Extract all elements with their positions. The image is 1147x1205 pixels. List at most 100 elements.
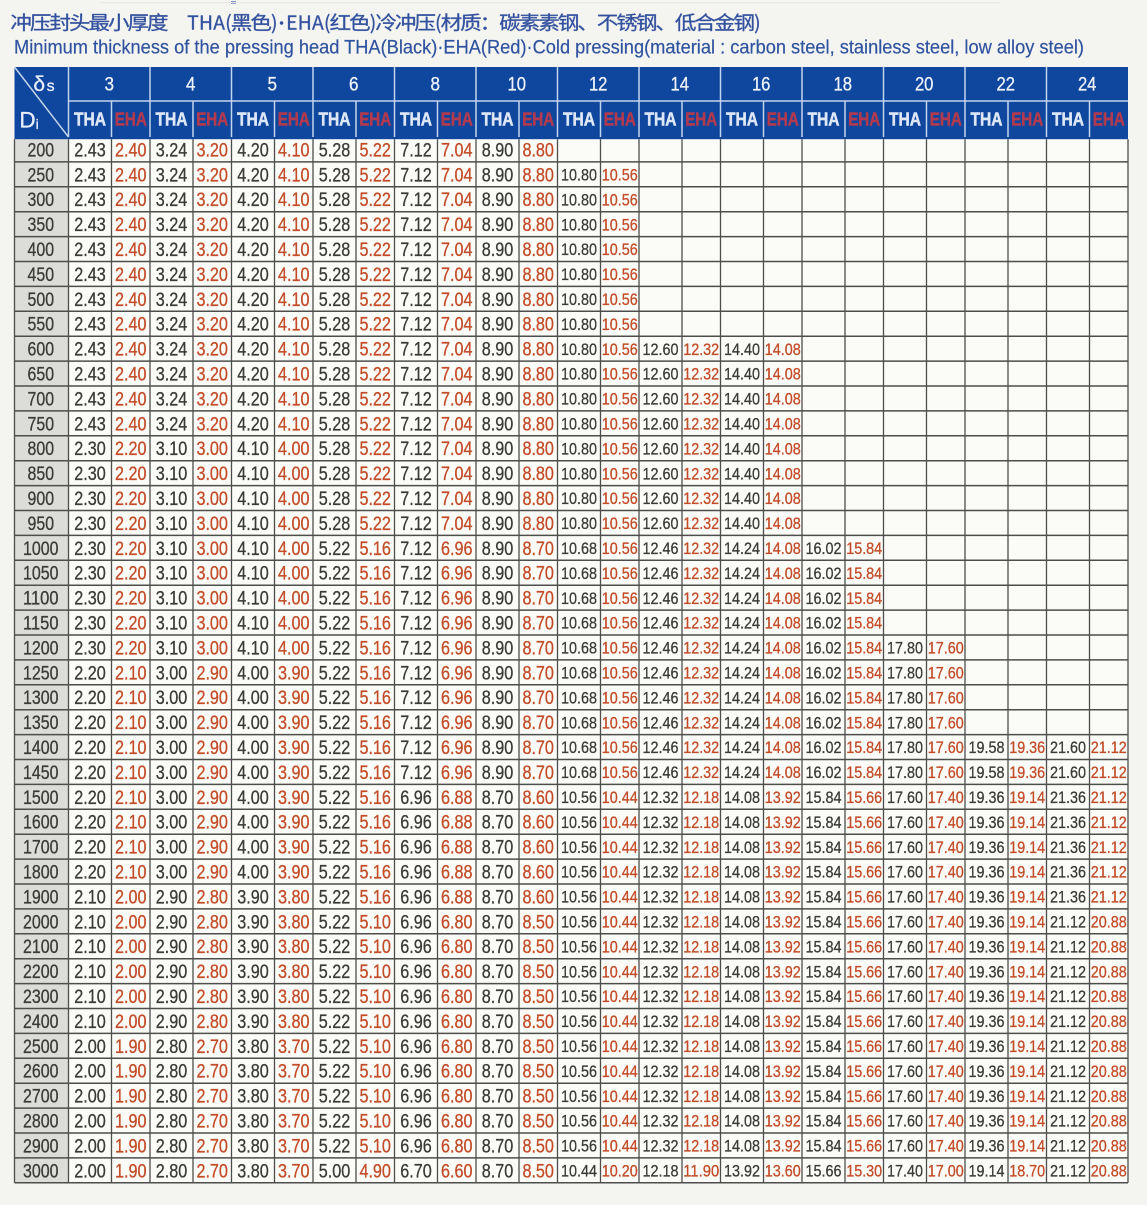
svg-text:14.40: 14.40 xyxy=(724,415,760,434)
svg-text:12.18: 12.18 xyxy=(683,888,719,907)
svg-text:8.50: 8.50 xyxy=(522,912,554,933)
svg-text:950: 950 xyxy=(28,514,55,535)
svg-text:10.68: 10.68 xyxy=(561,564,597,583)
svg-text:21.12: 21.12 xyxy=(1050,1112,1086,1131)
svg-text:19.14: 19.14 xyxy=(1009,1112,1045,1131)
svg-text:12.32: 12.32 xyxy=(683,614,719,633)
svg-text:3.90: 3.90 xyxy=(278,663,310,684)
svg-text:2.43: 2.43 xyxy=(74,414,106,435)
svg-text:2.90: 2.90 xyxy=(196,838,228,859)
svg-text:15.66: 15.66 xyxy=(846,1037,882,1056)
svg-text:2.20: 2.20 xyxy=(74,838,106,859)
svg-text:2.10: 2.10 xyxy=(115,788,147,809)
svg-text:15.84: 15.84 xyxy=(806,913,842,932)
svg-text:3.80: 3.80 xyxy=(237,1062,269,1083)
svg-text:21.12: 21.12 xyxy=(1091,863,1127,882)
svg-text:5.16: 5.16 xyxy=(359,564,391,585)
svg-text:2.43: 2.43 xyxy=(74,340,106,361)
svg-text:2.80: 2.80 xyxy=(156,1087,188,1108)
svg-text:15.66: 15.66 xyxy=(846,937,882,956)
svg-text:7.12: 7.12 xyxy=(400,489,432,510)
svg-text:5.28: 5.28 xyxy=(319,514,351,535)
svg-text:15.84: 15.84 xyxy=(806,1037,842,1056)
svg-text:5.22: 5.22 xyxy=(359,439,391,460)
svg-text:5.28: 5.28 xyxy=(319,190,351,211)
svg-text:12.46: 12.46 xyxy=(643,688,679,707)
svg-text:8.60: 8.60 xyxy=(522,788,554,809)
svg-text:2.20: 2.20 xyxy=(115,589,147,610)
svg-text:14: 14 xyxy=(671,74,690,96)
svg-text:21.60: 21.60 xyxy=(1050,738,1086,757)
svg-text:10.56: 10.56 xyxy=(602,439,638,458)
svg-text:2300: 2300 xyxy=(23,987,59,1008)
svg-text:15.66: 15.66 xyxy=(846,863,882,882)
svg-text:5.10: 5.10 xyxy=(359,912,391,933)
svg-text:3.24: 3.24 xyxy=(156,190,188,211)
svg-text:3.24: 3.24 xyxy=(156,389,188,410)
svg-text:5.16: 5.16 xyxy=(359,663,391,684)
svg-text:5.22: 5.22 xyxy=(319,638,351,659)
svg-text:1200: 1200 xyxy=(23,638,59,659)
svg-text:5.10: 5.10 xyxy=(359,1062,391,1083)
svg-text:450: 450 xyxy=(28,265,55,286)
svg-text:12.32: 12.32 xyxy=(643,1062,679,1081)
svg-text:5.22: 5.22 xyxy=(359,240,391,261)
svg-text:5.28: 5.28 xyxy=(319,265,351,286)
svg-text:17.40: 17.40 xyxy=(928,962,964,981)
svg-text:8.90: 8.90 xyxy=(482,315,514,336)
svg-text:10.56: 10.56 xyxy=(602,464,638,483)
svg-text:10.56: 10.56 xyxy=(602,365,638,384)
svg-text:10.56: 10.56 xyxy=(602,166,638,185)
svg-text:3.20: 3.20 xyxy=(196,315,228,336)
svg-text:1350: 1350 xyxy=(23,713,59,734)
svg-text:17.80: 17.80 xyxy=(887,713,923,732)
svg-text:2.40: 2.40 xyxy=(115,240,147,261)
svg-text:12.32: 12.32 xyxy=(683,514,719,533)
svg-text:3.90: 3.90 xyxy=(278,788,310,809)
svg-text:2.43: 2.43 xyxy=(74,389,106,410)
svg-text:5.22: 5.22 xyxy=(319,688,351,709)
svg-text:1250: 1250 xyxy=(23,663,59,684)
svg-text:3.24: 3.24 xyxy=(156,365,188,386)
svg-text:7.04: 7.04 xyxy=(441,340,473,361)
svg-text:10.56: 10.56 xyxy=(602,539,638,558)
svg-text:EHA: EHA xyxy=(1011,110,1043,130)
svg-text:19.36: 19.36 xyxy=(969,1012,1005,1031)
svg-text:17.60: 17.60 xyxy=(928,639,964,658)
svg-text:7.12: 7.12 xyxy=(400,514,432,535)
svg-text:2.43: 2.43 xyxy=(74,365,106,386)
svg-text:2.10: 2.10 xyxy=(115,713,147,734)
svg-text:7.12: 7.12 xyxy=(400,414,432,435)
svg-text:3.90: 3.90 xyxy=(278,813,310,834)
svg-text:8.70: 8.70 xyxy=(482,887,514,908)
svg-text:THA: THA xyxy=(645,110,677,130)
svg-text:7.12: 7.12 xyxy=(400,190,432,211)
svg-text:6.80: 6.80 xyxy=(441,1136,473,1157)
svg-text:8.90: 8.90 xyxy=(482,439,514,460)
svg-text:3.10: 3.10 xyxy=(156,589,188,610)
svg-text:3.90: 3.90 xyxy=(278,838,310,859)
svg-text:8.90: 8.90 xyxy=(482,365,514,386)
svg-text:19.14: 19.14 xyxy=(1009,1037,1045,1056)
svg-text:17.60: 17.60 xyxy=(887,1062,923,1081)
svg-text:2.30: 2.30 xyxy=(74,489,106,510)
svg-text:3.70: 3.70 xyxy=(278,1062,310,1083)
svg-text:2.00: 2.00 xyxy=(74,1136,106,1157)
svg-text:4.90: 4.90 xyxy=(359,1161,391,1182)
svg-text:5.28: 5.28 xyxy=(319,315,351,336)
svg-text:10.56: 10.56 xyxy=(602,664,638,683)
svg-text:1450: 1450 xyxy=(23,763,59,784)
svg-text:8.70: 8.70 xyxy=(482,912,514,933)
svg-text:3.24: 3.24 xyxy=(156,340,188,361)
svg-text:15.84: 15.84 xyxy=(806,863,842,882)
svg-text:2.30: 2.30 xyxy=(74,614,106,635)
svg-text:5.28: 5.28 xyxy=(319,414,351,435)
svg-text:21.12: 21.12 xyxy=(1050,913,1086,932)
svg-text:15.30: 15.30 xyxy=(846,1162,882,1181)
svg-text:19.14: 19.14 xyxy=(1009,838,1045,857)
svg-text:14.08: 14.08 xyxy=(765,489,801,508)
svg-text:4.10: 4.10 xyxy=(278,165,310,186)
svg-text:2.40: 2.40 xyxy=(115,215,147,236)
svg-text:12.32: 12.32 xyxy=(643,1112,679,1131)
svg-text:19.36: 19.36 xyxy=(1009,738,1045,757)
